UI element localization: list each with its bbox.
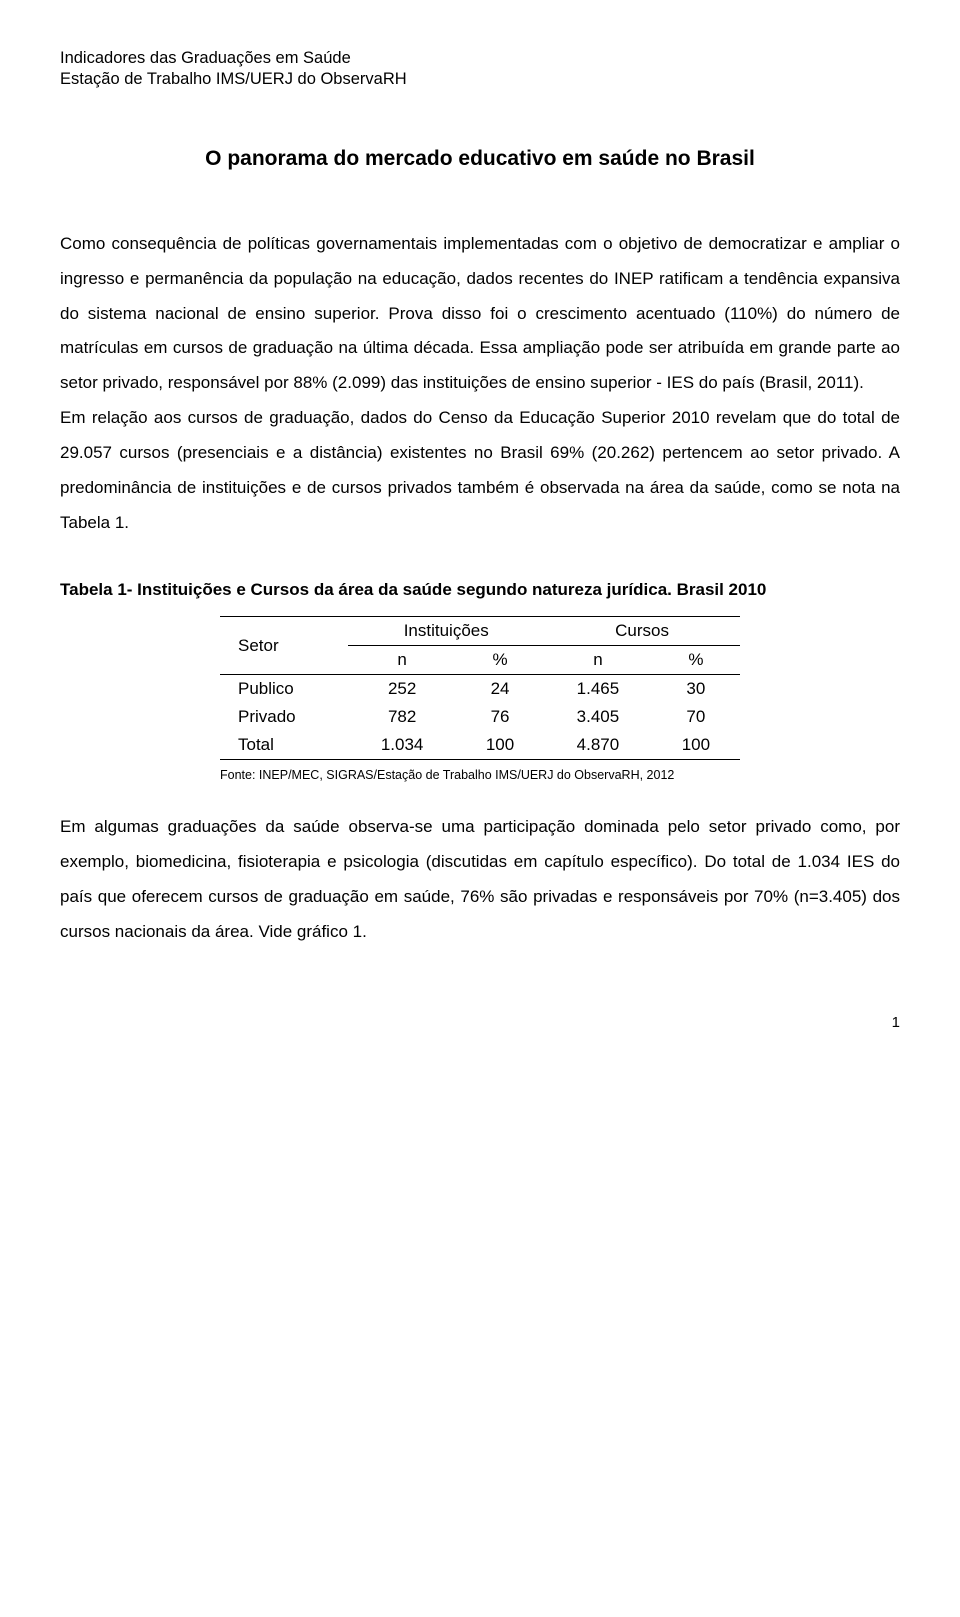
table-cell: 4.870 <box>544 731 652 760</box>
table-cell: 100 <box>652 731 740 760</box>
table-cell: 3.405 <box>544 703 652 731</box>
table-cell: 1.465 <box>544 675 652 704</box>
paragraph-3: Em algumas graduações da saúde observa-s… <box>60 810 900 949</box>
table-title: Tabela 1- Instituições e Cursos da área … <box>60 580 900 600</box>
table-cell: 782 <box>348 703 456 731</box>
paragraph-2: Em relação aos cursos de graduação, dado… <box>60 401 900 540</box>
table-col-header: % <box>456 646 544 675</box>
table-group-header-cursos: Cursos <box>544 617 740 646</box>
header-line-2: Estação de Trabalho IMS/UERJ do ObservaR… <box>60 69 900 90</box>
table-cell-label: Total <box>220 731 348 760</box>
document-title: O panorama do mercado educativo em saúde… <box>60 147 900 171</box>
table-row: Privado 782 76 3.405 70 <box>220 703 740 731</box>
table-row: Publico 252 24 1.465 30 <box>220 675 740 704</box>
table-cell: 30 <box>652 675 740 704</box>
table-cell: 24 <box>456 675 544 704</box>
table-cell: 252 <box>348 675 456 704</box>
table-col-header: n <box>348 646 456 675</box>
paragraph-1: Como consequência de políticas govername… <box>60 227 900 401</box>
table-group-header-instituicoes: Instituições <box>348 617 544 646</box>
table-col-header: % <box>652 646 740 675</box>
table-cell: 1.034 <box>348 731 456 760</box>
table-row: Total 1.034 100 4.870 100 <box>220 731 740 760</box>
data-table: Setor Instituições Cursos n % n % Public… <box>220 616 740 760</box>
table-cell: 70 <box>652 703 740 731</box>
table-header-row-1: Setor Instituições Cursos <box>220 617 740 646</box>
table-cell: 100 <box>456 731 544 760</box>
table-cell: 76 <box>456 703 544 731</box>
table-cell-label: Publico <box>220 675 348 704</box>
table-col-header: n <box>544 646 652 675</box>
page-number: 1 <box>60 1014 900 1031</box>
table-cell-label: Privado <box>220 703 348 731</box>
header-line-1: Indicadores das Graduações em Saúde <box>60 48 900 69</box>
table-source: Fonte: INEP/MEC, SIGRAS/Estação de Traba… <box>220 768 900 782</box>
table-row-header-label: Setor <box>220 617 348 675</box>
